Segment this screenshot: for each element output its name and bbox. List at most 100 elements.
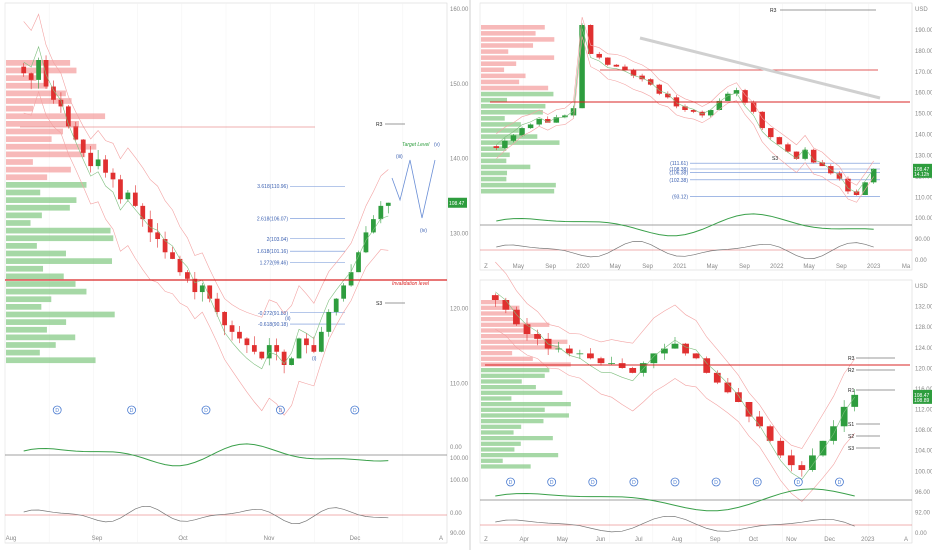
y-tick-label: 180.00 (915, 49, 932, 55)
volume-profile-bar (6, 342, 56, 348)
fib-level-label: 2(103.04) (267, 237, 289, 243)
volume-profile-bar (481, 31, 536, 36)
volume-profile-bar (6, 334, 76, 341)
event-marker (711, 477, 721, 487)
candle-body (735, 392, 742, 402)
candle-body (562, 115, 568, 118)
candle-body (493, 146, 500, 148)
y-tick-label: 160.00 (450, 7, 469, 13)
event-marker-label: D (550, 480, 554, 486)
volume-profile-bar (481, 317, 519, 322)
descending-band (639, 36, 881, 100)
s-level-label: S3 (772, 156, 778, 162)
wave-label: (iv) (420, 228, 427, 234)
event-marker-label: D (130, 408, 134, 414)
volume-profile-bar (481, 453, 559, 458)
candle-body (768, 128, 774, 138)
event-marker (547, 477, 557, 487)
left-chart-panel[interactable]: 3.618(110.96) 2.618(106.07) 2(103.04) 1.618… (4, 2, 469, 544)
volume-profile-bar (481, 351, 513, 356)
volume-profile-bar (6, 326, 47, 333)
candle-body (207, 285, 213, 299)
candle-body (110, 172, 116, 180)
candle-body (703, 358, 711, 373)
bottom-right-chart-panel[interactable]: USD132.00128.00124.00120.00116.00112.001… (479, 261, 932, 544)
candle-body (639, 363, 647, 373)
y-tick-label: 150.00 (915, 112, 932, 118)
event-marker-label: D (714, 480, 718, 486)
volume-profile-bar (6, 128, 63, 135)
x-tick-label: Sep (642, 264, 653, 270)
volume-profile-bar (6, 304, 42, 310)
trend-band-line (23, 45, 389, 370)
x-tick-label: A (904, 537, 908, 543)
event-marker (127, 405, 137, 415)
candle-body (565, 348, 573, 354)
candle-body (785, 144, 791, 152)
price-tag-box (448, 197, 467, 208)
volume-profile-bar (481, 356, 533, 361)
volume-profile-bar (481, 67, 505, 73)
volume-profile-bar (481, 110, 543, 115)
candle-body (745, 402, 753, 417)
y-tick-label: 160.00 (915, 91, 932, 97)
y-tick-label: 150.00 (450, 82, 469, 88)
x-tick-label: 2023 (867, 264, 881, 270)
x-tick-label: Dec (824, 537, 835, 543)
volume-profile-bar (6, 82, 48, 89)
volume-profile-bar (6, 235, 114, 242)
candle-body (259, 351, 265, 359)
candle-body (140, 205, 146, 220)
candle-body (671, 343, 679, 349)
x-tick-label: Sep (739, 264, 750, 270)
y-tick-label: 130.00 (915, 153, 932, 159)
volume-profile-bar (6, 258, 113, 264)
volume-profile-bar (6, 90, 66, 97)
candle-body (281, 351, 287, 365)
y-tick-label: 112.00 (915, 408, 932, 414)
candle-body (545, 119, 551, 123)
candle-body (251, 345, 257, 352)
candle-body (385, 202, 391, 206)
stochastic-line (496, 240, 874, 259)
event-marker (275, 405, 285, 415)
candle-body (510, 135, 517, 141)
volume-profile-bar (481, 103, 546, 109)
volume-profile-bar (481, 334, 535, 339)
y-tick-label: 140.00 (450, 157, 469, 163)
x-tick-label: May (706, 264, 717, 270)
volume-profile-bar (481, 122, 521, 127)
fib-level-label: 3.618(110.96) (257, 184, 288, 190)
x-tick-label: May (803, 264, 814, 270)
candle-body (36, 60, 41, 80)
x-tick-label: 2021 (673, 264, 687, 270)
volume-profile-bar (6, 357, 96, 364)
candle-body (851, 394, 859, 407)
trend-band-line (496, 28, 874, 193)
volume-profile-bar (481, 300, 505, 305)
candle-body (759, 111, 765, 129)
candle-body (534, 334, 541, 339)
candle-body (536, 119, 542, 125)
y-tick-label: 110.00 (450, 381, 469, 387)
oscillator-line (495, 488, 855, 512)
volume-profile-bar (481, 322, 550, 327)
fib-level-label: (111.61) (670, 161, 688, 167)
candle-body (630, 70, 637, 76)
candle-body (296, 338, 302, 359)
volume-profile-bar (6, 143, 97, 150)
stochastic-line (495, 515, 855, 533)
projected-wave-path (391, 159, 436, 219)
volume-profile-bar (481, 362, 571, 367)
candle-body (527, 124, 534, 129)
top-right-chart-panel[interactable]: (111.61) (106.38)(102.38) (108.38) (93.12) U… (479, 2, 932, 271)
candle-body (870, 168, 877, 183)
x-tick-label: May (610, 264, 621, 270)
volume-profile-bar (6, 212, 42, 219)
candle-body (608, 363, 615, 364)
trend-band-line (496, 36, 874, 203)
invalidation-label: Invalidation level (392, 281, 430, 287)
fib-level-label: (108.38) (669, 167, 688, 173)
event-marker-label: D (509, 480, 513, 486)
volume-profile-bar (481, 61, 517, 66)
